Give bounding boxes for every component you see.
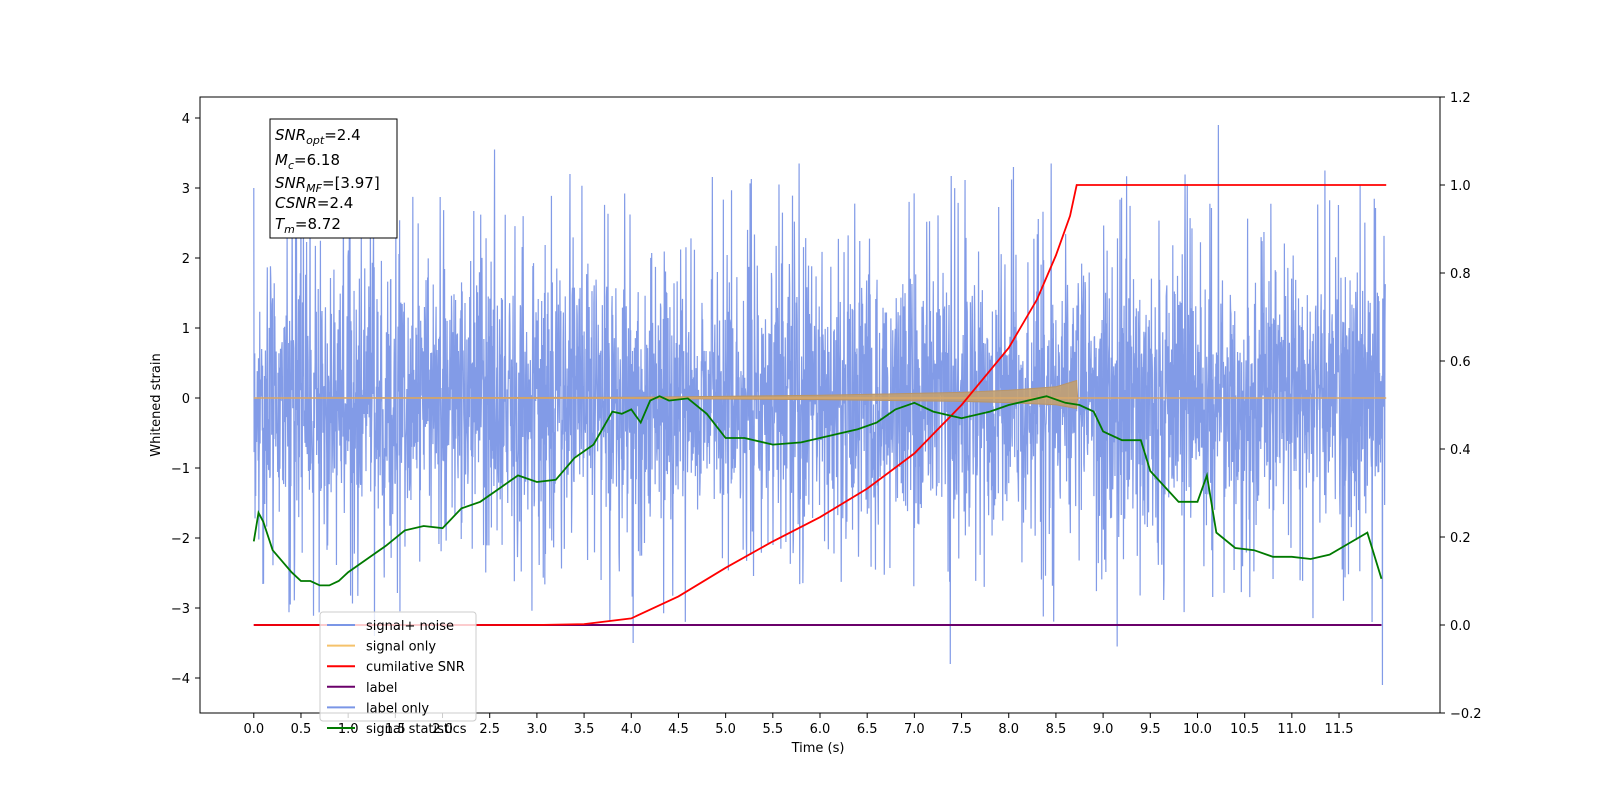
x-tick-label: 11.0 [1277,722,1306,737]
y-tick-label: 1 [182,322,190,337]
info-csnr: CSNR=2.4 [275,194,353,212]
legend-label: label [366,681,397,696]
x-tick-label: 0.0 [243,722,264,737]
x-tick-label: 2.0 [432,722,453,737]
x-tick-label: 9.5 [1140,722,1161,737]
y-tick-label: −4 [171,672,190,687]
x-tick-label: 11.5 [1325,722,1354,737]
x-tick-label: 0.5 [291,722,312,737]
legend-frame [319,611,477,722]
x-tick-label: 7.0 [904,722,925,737]
x-tick-label: 8.5 [1046,722,1067,737]
y2-tick-label: 0.8 [1450,267,1471,282]
x-tick-label: 5.0 [715,722,736,737]
legend-label: signal only [366,640,436,655]
info-box: SNRopt=2.4 Mc=6.18 SNRMF=[3.97] CSNR=2.4… [269,118,398,239]
legend-label: cumilative SNR [366,660,465,675]
info-snr-mf: SNRMF=[3.97] [275,174,380,195]
y-tick-label: 2 [182,252,190,267]
y-tick-label: −3 [171,602,190,617]
x-tick-label: 6.0 [810,722,831,737]
x-tick-label: 5.5 [762,722,783,737]
x-tick-label: 2.5 [479,722,500,737]
x-tick-label: 6.5 [857,722,878,737]
x-tick-label: 10.5 [1230,722,1259,737]
signal-statistics-line [252,395,1383,587]
x-tick-label: 3.5 [574,722,595,737]
x-tick-label: 4.0 [621,722,642,737]
y-tick-label: 4 [182,112,190,127]
y-tick-label: 0 [182,392,190,407]
info-tm: Tm=8.72 [275,215,341,236]
info-box-frame [269,118,398,239]
x-tick-label: 3.0 [527,722,548,737]
y-tick-label: 3 [182,182,190,197]
x-tick-label: 10.0 [1183,722,1212,737]
y2-tick-label: 1.0 [1450,179,1471,194]
legend-label: signal statistics [366,722,467,737]
legend-label: signal+ noise [366,619,454,634]
y-tick-label: −2 [171,532,190,547]
x-tick-label: 1.0 [338,722,359,737]
x-tick-label: 7.5 [951,722,972,737]
y-axis-title: Whitened strain [149,353,164,456]
y-tick-label: −1 [171,462,190,477]
y2-tick-label: 0.2 [1450,531,1471,546]
y2-tick-label: −0.2 [1450,707,1482,722]
info-mc: Mc=6.18 [275,151,340,172]
x-tick-label: 8.0 [998,722,1019,737]
legend: signal+ noise signal only cumilative SNR la… [319,611,477,737]
legend-label: label only [366,701,429,716]
y2-tick-label: 0.0 [1450,619,1471,634]
cumulative-snr-line [253,184,1387,626]
x-axis-title: Time (s) [791,741,845,756]
axis-layer: 0.0 0.5 1.0 1.5 2.0 2.5 3.0 3.5 4.0 4.5 5.0 5.5 6.0 6… [171,91,1482,737]
y2-tick-label: 1.2 [1450,91,1471,106]
y2-tick-label: 0.6 [1450,355,1471,370]
signal-noise-line [253,124,1386,686]
info-snr-opt: SNRopt=2.4 [275,126,361,147]
y2-tick-label: 0.4 [1450,443,1471,458]
x-tick-label: 4.5 [668,722,689,737]
x-tick-label: 9.0 [1093,722,1114,737]
x-tick-label: 1.5 [385,722,406,737]
plot-layer [252,124,1387,686]
